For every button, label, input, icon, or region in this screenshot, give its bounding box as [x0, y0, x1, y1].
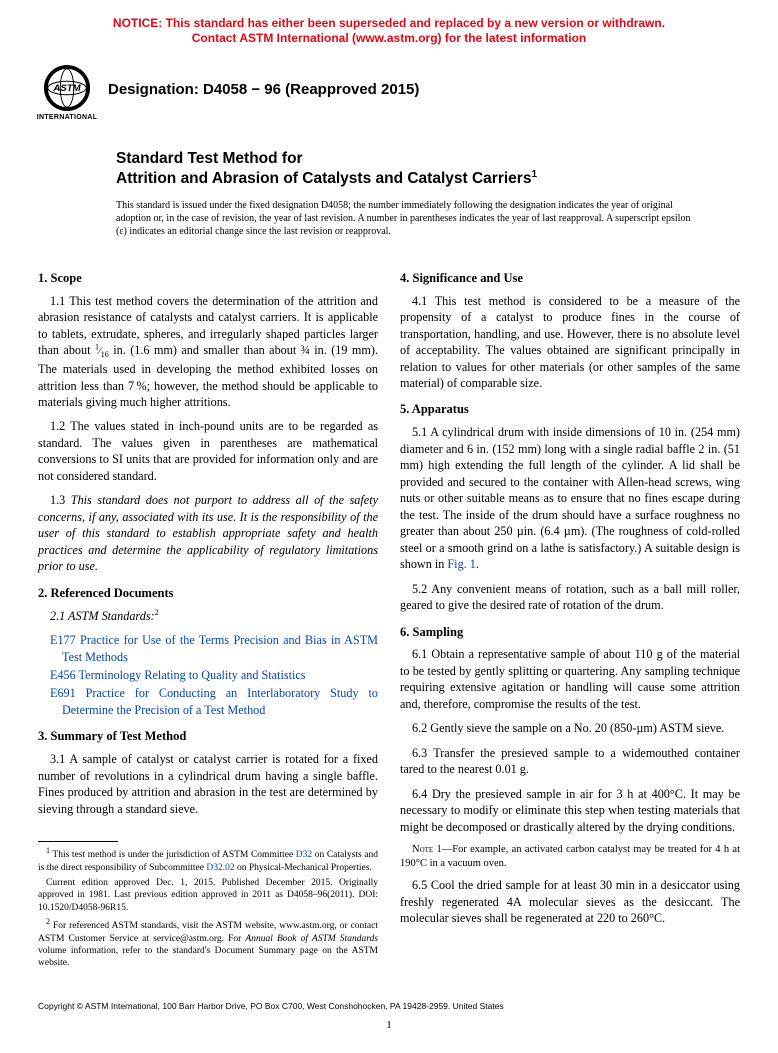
section-3-head: 3. Summary of Test Method: [38, 728, 378, 745]
para-5-1: 5.1 A cylindrical drum with inside dimen…: [400, 424, 740, 572]
para-5-2: 5.2 Any convenient means of rotation, su…: [400, 581, 740, 614]
copyright: Copyright © ASTM International, 100 Barr…: [38, 1001, 740, 1012]
title-main-text: Attrition and Abrasion of Catalysts and …: [116, 170, 531, 187]
title-main: Attrition and Abrasion of Catalysts and …: [116, 169, 740, 189]
section-6-head: 6. Sampling: [400, 624, 740, 641]
footnote-1: 1 This test method is under the jurisdic…: [38, 846, 378, 874]
designation: Designation: D4058 − 96 (Reapproved 2015…: [108, 64, 419, 100]
right-column: 4. Significance and Use 4.1 This test me…: [400, 260, 740, 973]
ref-e691-code[interactable]: E691: [50, 686, 76, 700]
para-6-3: 6.3 Transfer the presieved sample to a w…: [400, 745, 740, 778]
footnote-1c: on Physical-Mechanical Properties.: [235, 863, 372, 873]
section-5-head: 5. Apparatus: [400, 401, 740, 418]
para-6-1: 6.1 Obtain a representative sample of ab…: [400, 646, 740, 712]
svg-text:ASTM: ASTM: [52, 83, 81, 94]
para-1-2: 1.2 The values stated in inch-pound unit…: [38, 418, 378, 484]
ref-e177: E177 Practice for Use of the Terms Preci…: [62, 632, 378, 665]
ref-e456-text[interactable]: Terminology Relating to Quality and Stat…: [76, 668, 306, 682]
footnote-1-link1[interactable]: D32: [296, 850, 312, 860]
notice-line-2: Contact ASTM International (www.astm.org…: [192, 31, 586, 45]
footnote-2b: volume information, refer to the standar…: [38, 946, 378, 968]
section-4-head: 4. Significance and Use: [400, 270, 740, 287]
header-row: ASTM INTERNATIONAL Designation: D4058 − …: [38, 64, 740, 122]
para-1-3: 1.3 This standard does not purport to ad…: [38, 492, 378, 574]
note-1: Note 1—For example, an activated carbon …: [400, 843, 740, 871]
fraction-1-16: 1⁄16: [95, 345, 109, 357]
body-columns: 1. Scope 1.1 This test method covers the…: [38, 260, 740, 973]
para-2-1-intro: 2.1 ASTM Standards:: [50, 609, 155, 623]
footnote-2: 2 For referenced ASTM standards, visit t…: [38, 917, 378, 970]
ref-e177-text[interactable]: Practice for Use of the Terms Precision …: [62, 633, 378, 663]
footnote-1-link2[interactable]: D32.02: [206, 863, 234, 873]
title-superscript: 1: [531, 169, 537, 180]
ref-e691-text[interactable]: Practice for Conducting an Interlaborato…: [62, 686, 378, 716]
para-2-1-sup: 2: [155, 608, 159, 617]
issuance-note: This standard is issued under the fixed …: [116, 199, 740, 238]
para-3-1: 3.1 A sample of catalyst or catalyst car…: [38, 751, 378, 817]
section-2-head: 2. Referenced Documents: [38, 585, 378, 602]
page-number: 1: [38, 1018, 740, 1033]
astm-logo: ASTM INTERNATIONAL: [38, 64, 96, 122]
para-5-1b: .: [476, 557, 479, 571]
para-2-1: 2.1 ASTM Standards:2: [38, 608, 378, 625]
note-1-label: Note 1—: [412, 844, 452, 855]
para-4-1: 4.1 This test method is considered to be…: [400, 293, 740, 392]
para-6-5: 6.5 Cool the dried sample for at least 3…: [400, 877, 740, 926]
notice-banner: NOTICE: This standard has either been su…: [38, 16, 740, 46]
logo-label: INTERNATIONAL: [37, 113, 98, 122]
footnote-1a: This test method is under the jurisdicti…: [50, 850, 296, 860]
ref-e691: E691 Practice for Conducting an Interlab…: [62, 685, 378, 718]
ref-e456-code[interactable]: E456: [50, 668, 76, 682]
footnote-rule: [38, 841, 118, 842]
para-5-1a: 5.1 A cylindrical drum with inside dimen…: [400, 425, 740, 571]
astm-logo-icon: ASTM: [43, 64, 91, 112]
title-prefix: Standard Test Method for: [116, 150, 740, 169]
left-column: 1. Scope 1.1 This test method covers the…: [38, 260, 378, 973]
para-6-4: 6.4 Dry the presieved sample in air for …: [400, 786, 740, 835]
ref-e456: E456 Terminology Relating to Quality and…: [62, 667, 378, 683]
section-1-head: 1. Scope: [38, 270, 378, 287]
ref-e177-code[interactable]: E177: [50, 633, 76, 647]
para-1-3-text: This standard does not purport to addres…: [38, 493, 378, 573]
fig-1-link[interactable]: Fig. 1: [447, 557, 475, 571]
para-6-2: 6.2 Gently sieve the sample on a No. 20 …: [400, 720, 740, 736]
footnote-2-ital: Annual Book of ASTM Standards: [245, 934, 378, 944]
footnote-1-cont: Current edition approved Dec. 1, 2015. P…: [38, 877, 378, 914]
notice-line-1: NOTICE: This standard has either been su…: [113, 16, 665, 30]
para-1-1: 1.1 This test method covers the determin…: [38, 293, 378, 411]
title-block: Standard Test Method for Attrition and A…: [116, 150, 740, 188]
